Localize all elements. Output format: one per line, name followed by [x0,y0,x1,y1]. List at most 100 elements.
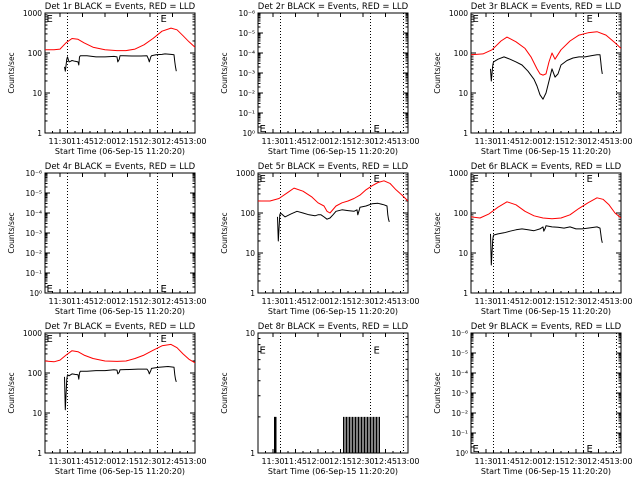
x-tick-label: 12:30 [138,457,161,466]
panel-title: Det 8r BLACK = Events, RED = LLD [258,322,409,332]
x-tick-label: 13:00 [396,137,419,146]
y-tick-label: 10⁻⁶ [451,329,468,338]
x-tick-label: 12:45 [587,457,610,466]
panel-title: Det 4r BLACK = Events, RED = LLD [45,162,196,172]
x-tick-label: 13:00 [183,457,206,466]
y-tick-label: 100 [454,209,469,218]
x-tick-label: 12:15 [542,297,565,306]
panel-det-7: Det 7r BLACK = Events, RED = LLD 11:30 11:… [7,322,207,476]
y-tick-label: 10 [245,249,255,258]
y-tick-label: 10⁻⁴ [238,49,255,58]
x-tick-label: 12:30 [564,137,587,146]
lld-series-line [471,197,621,220]
y-axis-label: Counts/sec [433,372,442,413]
y-tick-label: 100 [241,209,256,218]
x-tick-label: 12:30 [351,137,374,146]
e-marker: E [473,14,479,25]
x-tick-label: 11:45 [497,137,520,146]
x-tick-label: 12:00 [519,137,542,146]
x-tick-label: 12:45 [374,297,397,306]
y-tick-label: 1 [463,129,468,138]
y-tick-label: 1000 [449,169,468,178]
events-series-line [64,53,177,72]
x-tick-label: 12:45 [374,457,397,466]
y-tick-label: 10⁻² [238,89,255,98]
x-tick-label: 11:30 [474,297,497,306]
e-marker: E [260,346,266,357]
y-tick-label: 10⁻³ [451,389,468,398]
x-tick-label: 11:30 [261,457,284,466]
x-axis-label: Start Time (06-Sep-15 11:20:20) [268,307,398,316]
x-tick-label: 11:30 [261,137,284,146]
x-tick-label: 11:30 [48,297,71,306]
lld-series-line [471,31,621,76]
events-series-line [490,54,603,100]
x-tick-label: 12:15 [329,297,352,306]
x-tick-label: 13:00 [183,297,206,306]
y-axis-label: Counts/sec [220,372,229,413]
x-tick-label: 12:15 [116,457,139,466]
y-tick-label: 10⁰ [29,289,42,298]
x-tick-label: 12:45 [374,137,397,146]
x-tick-label: 12:30 [564,457,587,466]
y-tick-label: 10⁻⁵ [238,29,255,38]
y-axis-label: Counts/sec [433,212,442,253]
panel-title: Det 6r BLACK = Events, RED = LLD [471,162,622,172]
e-marker: E [587,14,593,25]
e-marker: E [587,174,593,185]
e-marker: E [161,334,167,345]
x-tick-label: 12:30 [351,457,374,466]
y-tick-label: 10 [458,89,468,98]
y-axis-label: Counts/sec [7,372,16,413]
x-tick-label: 12:15 [329,137,352,146]
y-axis-label: Counts/sec [433,52,442,93]
x-tick-label: 13:00 [396,457,419,466]
x-tick-label: 11:45 [497,457,520,466]
y-tick-label: 1 [463,289,468,298]
x-tick-label: 13:00 [183,137,206,146]
x-tick-label: 12:00 [93,457,116,466]
panel-det-5: Det 5r BLACK = Events, RED = LLD 11:30 11:… [220,162,420,316]
x-tick-label: 12:30 [138,137,161,146]
y-axis-label: Counts/sec [220,52,229,93]
y-tick-label: 10⁻⁵ [25,189,42,198]
x-tick-label: 12:45 [587,297,610,306]
x-tick-label: 11:45 [497,297,520,306]
x-tick-label: 11:45 [71,457,94,466]
e-marker: E [473,444,479,455]
x-tick-label: 13:00 [609,297,632,306]
e-marker: E [473,174,479,185]
y-tick-label: 10⁻⁶ [238,9,255,18]
e-marker: E [47,334,53,345]
x-tick-label: 13:00 [609,137,632,146]
x-tick-label: 12:15 [542,137,565,146]
x-axis-label: Start Time (06-Sep-15 11:20:20) [481,307,611,316]
x-tick-label: 12:15 [329,457,352,466]
y-axis-label: Counts/sec [7,212,16,253]
y-tick-label: 10 [458,249,468,258]
x-tick-label: 12:00 [519,457,542,466]
y-tick-label: 10⁻¹ [25,269,42,278]
events-series-line [64,366,177,411]
x-axis-label: Start Time (06-Sep-15 11:20:20) [55,307,185,316]
panel-title: Det 9r BLACK = Events, RED = LLD [471,322,622,332]
y-tick-label: 1000 [23,9,42,18]
y-tick-label: 10⁻³ [25,229,42,238]
x-axis-label: Start Time (06-Sep-15 11:20:20) [481,467,611,476]
y-tick-label: 10⁻² [25,249,42,258]
x-tick-label: 13:00 [609,457,632,466]
e-marker: E [374,346,380,357]
y-tick-label: 100 [454,49,469,58]
y-tick-label: 1 [250,289,255,298]
x-tick-label: 11:45 [71,137,94,146]
x-axis-label: Start Time (06-Sep-15 11:20:20) [55,467,185,476]
x-tick-label: 12:30 [564,297,587,306]
x-tick-label: 12:00 [306,137,329,146]
x-tick-label: 12:00 [93,137,116,146]
panel-det-4: Det 4r BLACK = Events, RED = LLD 11:30 11:… [7,162,207,316]
x-tick-label: 11:30 [261,297,284,306]
x-tick-label: 11:45 [284,457,307,466]
y-tick-label: 10⁰ [455,449,468,458]
panel-det-8: Det 8r BLACK = Events, RED = LLD 11:30 11:… [220,322,420,476]
